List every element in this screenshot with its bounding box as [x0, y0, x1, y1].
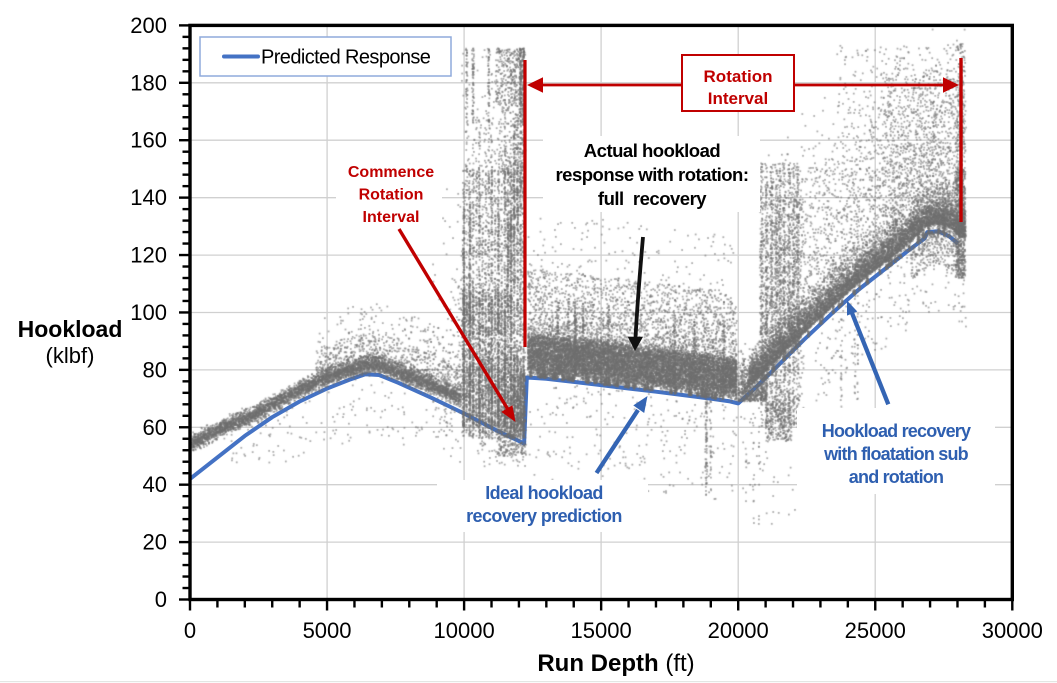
svg-text:40: 40 — [143, 472, 167, 497]
svg-text:60: 60 — [143, 415, 167, 440]
svg-text:100: 100 — [130, 300, 167, 325]
svg-text:Rotation: Rotation — [704, 67, 773, 86]
svg-text:recovery prediction: recovery prediction — [466, 506, 622, 526]
svg-text:Hookload: Hookload — [18, 316, 123, 342]
svg-text:Interval: Interval — [708, 89, 768, 108]
svg-text:30000: 30000 — [982, 618, 1043, 643]
svg-text:20000: 20000 — [708, 618, 769, 643]
svg-text:Run Depth (ft): Run Depth (ft) — [537, 650, 694, 677]
svg-text:Actual hookload: Actual hookload — [584, 140, 721, 161]
svg-text:120: 120 — [130, 243, 167, 268]
svg-text:Predicted Response: Predicted Response — [261, 47, 431, 69]
svg-text:15000: 15000 — [571, 618, 632, 643]
svg-text:0: 0 — [155, 587, 167, 612]
svg-text:200: 200 — [130, 13, 167, 38]
svg-text:140: 140 — [130, 185, 167, 210]
svg-text:(klbf): (klbf) — [46, 343, 95, 368]
svg-text:160: 160 — [130, 128, 167, 153]
svg-text:Commence: Commence — [348, 164, 434, 181]
svg-text:response with rotation:: response with rotation: — [555, 164, 748, 185]
svg-text:0: 0 — [184, 618, 196, 643]
svg-text:with floatation sub: with floatation sub — [823, 444, 969, 464]
svg-text:5000: 5000 — [303, 618, 352, 643]
svg-text:Rotation: Rotation — [359, 187, 424, 204]
svg-text:80: 80 — [143, 357, 167, 382]
svg-text:180: 180 — [130, 70, 167, 95]
svg-text:Interval: Interval — [363, 209, 420, 226]
svg-text:10000: 10000 — [434, 618, 495, 643]
svg-text:full recovery: full recovery — [598, 188, 707, 209]
svg-text:Hookload recovery: Hookload recovery — [822, 421, 971, 441]
svg-text:25000: 25000 — [845, 618, 906, 643]
svg-text:20: 20 — [143, 530, 167, 555]
svg-text:Ideal hookload: Ideal hookload — [485, 483, 603, 503]
svg-text:and rotation: and rotation — [849, 467, 943, 487]
